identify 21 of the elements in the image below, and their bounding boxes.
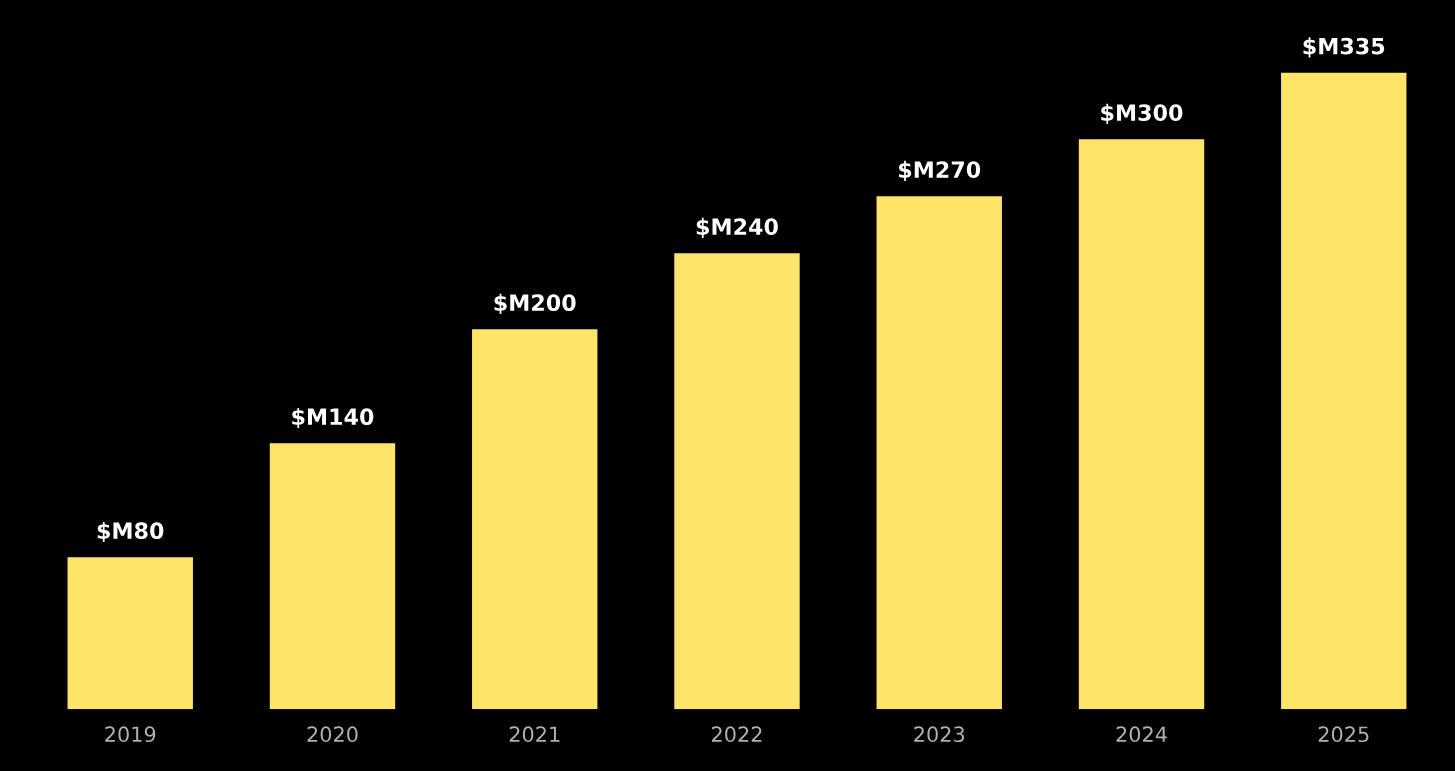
x-tick-label: 2025 <box>1318 726 1369 743</box>
x-tick-label: 2022 <box>712 726 762 743</box>
bar <box>67 557 193 710</box>
bar <box>1078 139 1205 710</box>
data-label: $M300 <box>1101 103 1183 124</box>
bar <box>269 443 396 710</box>
bar <box>876 196 1002 710</box>
data-label: $M200 <box>494 293 576 315</box>
bar <box>1281 72 1407 710</box>
data-label: $M335 <box>1303 37 1385 58</box>
x-tick-label: 2019 <box>105 726 156 743</box>
x-tick-label: 2024 <box>1116 726 1167 743</box>
x-tick-label: 2023 <box>914 726 965 743</box>
bar <box>674 253 800 710</box>
data-label: $M140 <box>292 407 374 429</box>
bar <box>472 329 598 710</box>
x-tick-label: 2021 <box>509 726 560 743</box>
data-label: $M270 <box>899 160 981 181</box>
x-tick-label: 2020 <box>307 726 358 743</box>
data-label: $M80 <box>97 521 164 543</box>
data-label: $M240 <box>696 217 778 238</box>
